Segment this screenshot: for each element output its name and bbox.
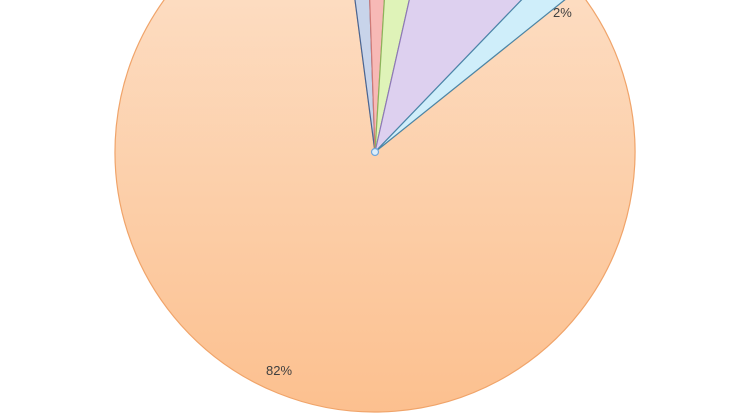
pie-slice-1 xyxy=(354,0,376,153)
selection-handles xyxy=(370,147,380,157)
pie-slices xyxy=(114,0,636,413)
pie-slice-2 xyxy=(369,0,385,153)
pie-slice-0 xyxy=(114,0,636,413)
data-label-slice-0: 82% xyxy=(266,363,292,378)
data-label-slice-5: 2% xyxy=(553,5,572,20)
selection-handle-0[interactable] xyxy=(370,147,380,157)
pie-slice-5 xyxy=(374,0,566,153)
data-labels: 82% 2% xyxy=(266,5,572,378)
